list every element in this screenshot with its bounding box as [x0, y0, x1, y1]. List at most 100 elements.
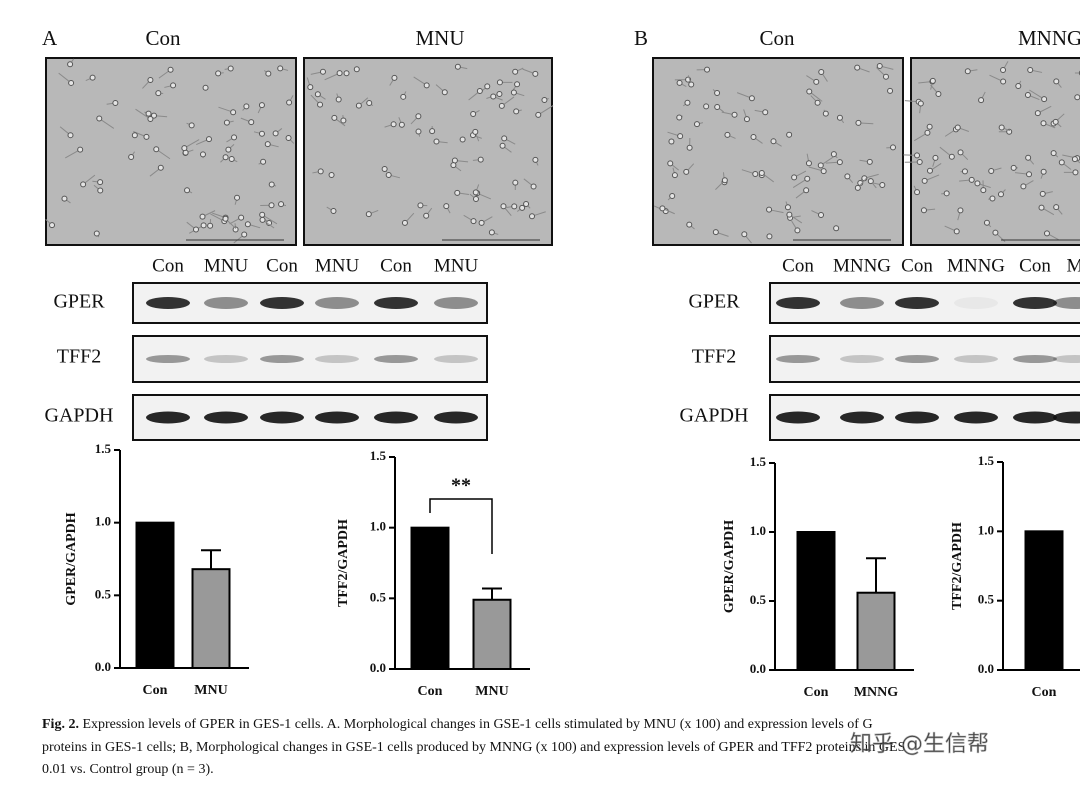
band [776, 297, 820, 309]
cell [1000, 67, 1007, 74]
cell [96, 115, 103, 122]
y-tick-label: 1.5 [750, 454, 767, 469]
cell [1006, 128, 1013, 135]
lane-label: MNNG [833, 255, 891, 276]
cell [741, 231, 748, 238]
cell [234, 194, 241, 201]
cell [443, 203, 450, 210]
cell [478, 219, 485, 226]
cell [805, 160, 812, 167]
cell [477, 156, 484, 163]
cell [1039, 190, 1046, 197]
cell [131, 132, 138, 139]
cell [997, 191, 1004, 198]
cell [667, 160, 674, 167]
cell [454, 189, 461, 196]
cell [193, 226, 200, 233]
cell [714, 89, 721, 96]
cell [80, 181, 87, 188]
cell [659, 205, 666, 212]
micrograph [652, 57, 904, 246]
lane-label: Con [782, 255, 814, 276]
cell [366, 100, 373, 107]
watermark: 知乎 @生信帮 [850, 732, 989, 757]
blot-label: GAPDH [45, 405, 114, 427]
blot [132, 335, 488, 383]
cell [355, 102, 362, 109]
cell [766, 206, 773, 213]
cell [328, 171, 335, 178]
cell [340, 117, 347, 124]
cell [1041, 96, 1048, 103]
cell [343, 70, 350, 77]
y-axis-label: TFF2/GAPDH [336, 519, 351, 607]
y-tick-label: 1.5 [370, 448, 387, 463]
band [260, 297, 304, 309]
cell [1050, 150, 1057, 157]
x-tick-label: MNU [194, 683, 227, 698]
bar [472, 598, 512, 670]
cell [1053, 78, 1060, 85]
cell [683, 168, 690, 175]
cell [228, 155, 235, 162]
cell [145, 110, 152, 117]
cell [523, 201, 530, 208]
cell [365, 211, 372, 218]
cell [762, 109, 769, 116]
blot-label: GAPDH [680, 405, 749, 427]
cell [307, 84, 314, 91]
band [315, 297, 359, 309]
cell [830, 151, 837, 158]
y-tick-label: 0.0 [370, 660, 386, 675]
cell [929, 77, 936, 84]
cell [814, 99, 821, 106]
cell [400, 93, 407, 100]
cell [222, 215, 229, 222]
band [1053, 411, 1080, 424]
cell [1043, 230, 1050, 237]
cell [724, 131, 731, 138]
caption-line: Expression levels of GPER in GES-1 cells… [79, 717, 873, 732]
cell [866, 158, 873, 165]
x-tick-label: Con [418, 684, 443, 699]
lane-label: MNU [315, 255, 360, 276]
image-label: MNNG [1018, 26, 1080, 50]
cell [336, 70, 343, 77]
cell [472, 189, 479, 196]
band [315, 411, 359, 424]
lane-label: MNU [204, 255, 249, 276]
band [776, 411, 820, 424]
cell [684, 99, 691, 106]
cell [953, 228, 960, 235]
cell [1020, 183, 1027, 190]
cell [202, 84, 209, 91]
cell [268, 181, 275, 188]
cell [974, 180, 981, 187]
lane-label: Con [152, 255, 184, 276]
cell [1024, 91, 1031, 98]
cell [286, 99, 293, 106]
y-axis-label: GPER/GAPDH [722, 520, 737, 613]
caption-line: proteins in GES-1 cells; B, Morphologica… [42, 740, 905, 755]
cell [157, 164, 164, 171]
cell [277, 65, 284, 72]
cell [889, 144, 896, 151]
band [1013, 355, 1057, 363]
lane-label: M [1067, 255, 1080, 276]
cell [470, 218, 477, 225]
cell [935, 91, 942, 98]
x-tick-label: Con [143, 683, 168, 698]
cell [278, 201, 285, 208]
cell [688, 81, 695, 88]
cell [957, 207, 964, 214]
cell [532, 70, 539, 77]
cell [743, 116, 750, 123]
cell [879, 181, 886, 188]
cell [223, 119, 230, 126]
cell [1026, 171, 1033, 178]
cell [980, 187, 987, 194]
cell [97, 187, 104, 194]
blot-label: TFF2 [57, 346, 101, 368]
blot [132, 282, 488, 324]
